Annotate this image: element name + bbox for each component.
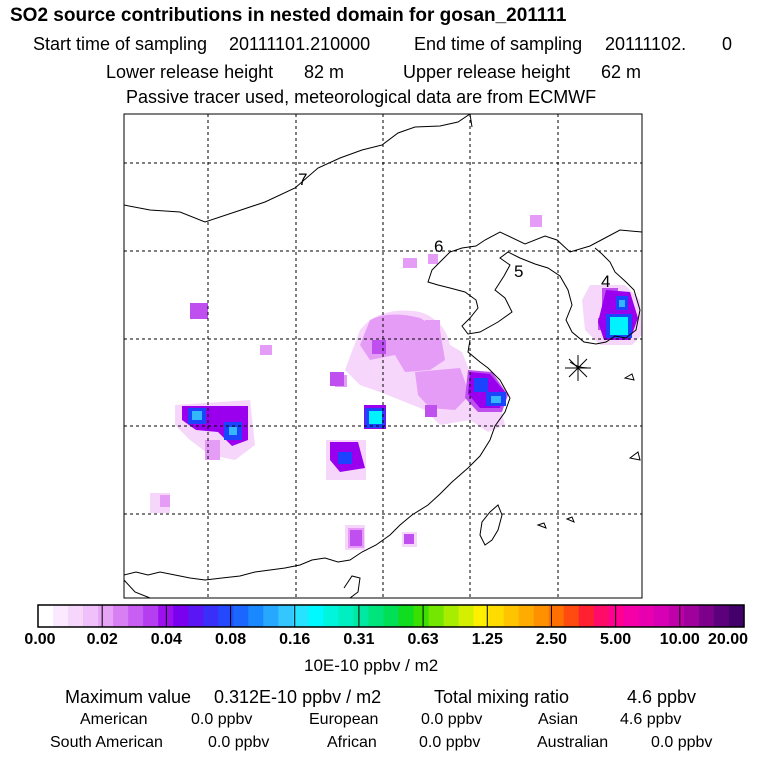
total-mixing-value: 4.6 ppbv (627, 687, 697, 707)
colorbar-cell (488, 605, 505, 627)
colorbar-cell (278, 605, 294, 627)
south-american-value: 0.0 ppbv (208, 734, 270, 751)
asian-label: Asian (538, 711, 579, 728)
australian-value: 0.0 ppbv (651, 734, 713, 751)
colorbar-cell (368, 605, 385, 627)
colorbar-cell (698, 605, 715, 627)
upper-height-label: Upper release height (403, 62, 571, 82)
colorbar-cell (593, 605, 610, 627)
end-time-value: 20111102. (605, 34, 687, 54)
colorbar-cell (548, 605, 565, 627)
colorbar-cell (608, 605, 625, 627)
colorbar-cell (458, 605, 475, 627)
colorbar-cell (383, 605, 400, 627)
colorbar-cell (308, 605, 324, 627)
region-label-5: 5 (514, 262, 523, 281)
colorbar-tick-label: 0.31 (343, 631, 375, 648)
colorbar-tick-label: 0.02 (86, 631, 118, 648)
colorbar-tick-label: 10.00 (659, 631, 700, 648)
colorbar-cell (638, 605, 655, 627)
colorbar-cell (293, 605, 309, 627)
region-label-4: 4 (601, 272, 610, 291)
colorbar-cell (503, 605, 520, 627)
colorbar-cell (428, 605, 445, 627)
colorbar-tick-label: 0.04 (150, 631, 182, 648)
max-value: 0.312E-10 ppbv / m2 (214, 687, 382, 707)
colorbar-cell (413, 605, 430, 627)
colorbar-tick-label: 0.08 (214, 631, 247, 648)
colorbar-frame (37, 604, 745, 628)
colorbar-cell (38, 605, 54, 627)
asian-value: 4.6 ppbv (620, 711, 682, 728)
start-time-value: 20111101.210000 (229, 34, 371, 54)
colorbar-cell (98, 605, 114, 627)
colorbar-cell (83, 605, 99, 627)
colorbar-tick-label: 20.00 (707, 631, 749, 648)
lat-lon-grid (124, 114, 642, 598)
colorbar-cell (713, 605, 730, 627)
colorbar-tick-label: 1.25 (471, 631, 503, 648)
total-mixing-label: Total mixing ratio (434, 687, 570, 707)
colorbar-cell (263, 605, 279, 627)
colorbar-tick-label: 2.50 (535, 631, 568, 648)
colorbar-cell (533, 605, 550, 627)
plume-light-layer (160, 215, 542, 548)
lower-height-value: 82 m (304, 62, 345, 82)
colorbar-cell (53, 605, 69, 627)
plot-title: SO2 source contributions in nested domai… (10, 5, 567, 26)
map-frame (123, 113, 643, 599)
end-time-suffix: 0 (722, 34, 733, 54)
colorbar-cell (473, 605, 490, 627)
australian-label: Australian (537, 734, 609, 751)
lower-height-label: Lower release height (106, 62, 274, 82)
colorbar-tick-label: 0.00 (24, 631, 56, 648)
european-value: 0.0 ppbv (421, 711, 483, 728)
colorbar-cell (578, 605, 595, 627)
american-value: 0.0 ppbv (191, 711, 253, 728)
end-time-label: End time of sampling (414, 34, 583, 54)
colorbar-cell (398, 605, 415, 627)
african-value: 0.0 ppbv (419, 734, 481, 751)
colorbar-unit: 10E-10 ppbv / m2 (304, 656, 439, 675)
region-label-6: 6 (434, 237, 443, 256)
colorbar-cell (113, 605, 129, 627)
colorbar-cell (68, 605, 84, 627)
colorbar-cell (683, 605, 700, 627)
european-label: European (309, 711, 379, 728)
colorbar-cell (443, 605, 460, 627)
region-label-7: 7 (298, 170, 307, 189)
colorbar-cell (653, 605, 670, 627)
receptor-marker-icon (565, 355, 591, 381)
colorbar-cell (338, 605, 355, 627)
colorbar-tick-label: 5.00 (600, 631, 632, 648)
colorbar-cell (323, 605, 340, 627)
colorbar-cell (128, 605, 144, 627)
american-label: American (80, 711, 148, 728)
colorbar-cell (218, 605, 234, 627)
colorbar-cell (728, 605, 745, 627)
colorbar-cell (203, 605, 219, 627)
tracer-note: Passive tracer used, meteorological data… (126, 87, 597, 107)
colorbar-cell (233, 605, 249, 627)
colorbar-cell (623, 605, 640, 627)
colorbar-tick-label: 0.63 (407, 631, 439, 648)
upper-height-value: 62 m (601, 62, 642, 82)
colorbar-cell (188, 605, 204, 627)
african-label: African (327, 734, 377, 751)
colorbar-cell (248, 605, 264, 627)
start-time-label: Start time of sampling (33, 34, 208, 54)
colorbar-cell (563, 605, 580, 627)
colorbar-cell (173, 605, 189, 627)
colorbar-tick-label: 0.16 (279, 631, 311, 648)
colorbar-cell (518, 605, 535, 627)
colorbar-cell (143, 605, 159, 627)
max-value-label: Maximum value (65, 687, 192, 707)
colorbar-cell (353, 605, 370, 627)
south-american-label: South American (50, 734, 163, 751)
colorbar-cell (668, 605, 685, 627)
